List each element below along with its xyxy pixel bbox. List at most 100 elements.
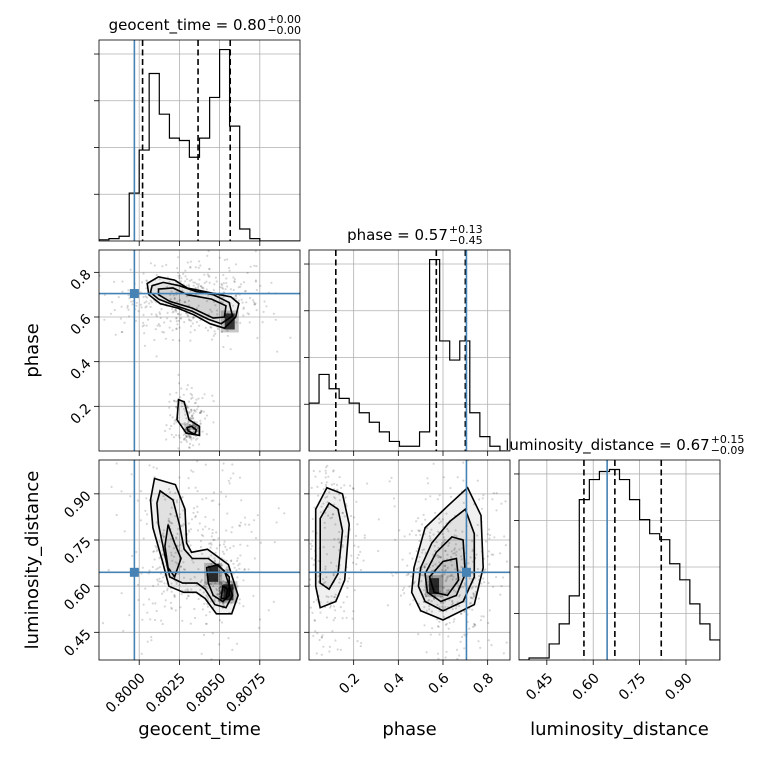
sample-dot — [155, 313, 158, 316]
sample-dot — [219, 586, 222, 589]
density-fill — [164, 524, 181, 577]
sample-dot — [425, 609, 428, 613]
sample-dot — [220, 330, 224, 333]
sample-dot — [454, 568, 457, 571]
sample-dot — [194, 401, 197, 404]
sample-dot — [483, 581, 486, 584]
sample-dot — [495, 575, 498, 579]
sample-dot — [242, 306, 245, 309]
sample-dot — [330, 595, 333, 598]
sample-dot — [437, 657, 440, 660]
sample-dot — [313, 619, 316, 622]
sample-dot — [470, 587, 473, 590]
sample-dot — [471, 548, 474, 551]
sample-dot — [174, 536, 178, 539]
sample-dot — [431, 564, 435, 568]
sample-dot — [230, 581, 234, 584]
sample-dot — [172, 294, 175, 297]
sample-dot — [444, 656, 447, 659]
sample-dot — [177, 572, 180, 575]
sample-dot — [185, 278, 189, 281]
panel-title-lower-error: −0.45 — [449, 234, 483, 247]
sample-dot — [188, 427, 191, 430]
sample-dot — [158, 311, 161, 314]
sample-dot — [205, 614, 208, 617]
sample-dot — [210, 535, 213, 538]
sample-dot — [189, 265, 192, 268]
sample-dot — [170, 551, 173, 554]
sample-dot — [225, 581, 228, 584]
sample-dot — [211, 632, 214, 635]
sample-dot — [175, 320, 178, 323]
sample-dot — [192, 444, 195, 447]
sample-dot — [451, 608, 454, 611]
sample-dot — [388, 480, 391, 483]
sample-dot — [196, 505, 199, 508]
sample-dot — [199, 422, 202, 425]
sample-dot — [148, 464, 151, 467]
sample-dot — [206, 329, 210, 332]
sample-dot — [324, 496, 327, 499]
sample-dot — [267, 609, 270, 612]
sample-dot — [109, 312, 113, 315]
sample-dot — [139, 490, 143, 493]
sample-dot — [274, 318, 277, 321]
sample-dot — [449, 486, 452, 490]
sample-dot — [225, 529, 228, 532]
sample-dot — [224, 581, 227, 584]
sample-dot — [199, 419, 202, 422]
sample-dot — [161, 622, 164, 626]
sample-dot — [216, 313, 219, 316]
sample-dot — [455, 553, 458, 557]
sample-dot — [212, 400, 215, 403]
sample-dot — [322, 578, 325, 581]
sample-dot — [218, 544, 222, 547]
sample-dot — [130, 300, 133, 303]
sample-dot — [144, 295, 147, 298]
sample-dot — [142, 295, 145, 299]
sample-dot — [187, 400, 191, 403]
sample-dot — [148, 569, 151, 572]
sample-dot — [450, 574, 453, 577]
sample-dot — [192, 417, 195, 420]
sample-dot — [488, 528, 491, 531]
sample-dot — [191, 396, 194, 399]
sample-dot — [317, 494, 320, 497]
sample-dot — [193, 409, 196, 412]
sample-dot — [424, 586, 427, 589]
sample-dot — [309, 578, 312, 581]
sample-dot — [246, 544, 249, 547]
sample-dot — [420, 580, 423, 583]
sample-dot — [312, 634, 315, 638]
sample-dot — [415, 549, 418, 553]
sample-dot — [147, 318, 150, 321]
sample-dot — [174, 405, 178, 408]
sample-dot — [451, 602, 455, 605]
sample-dot — [200, 533, 203, 537]
sample-dot — [170, 590, 173, 593]
sample-dot — [245, 301, 248, 304]
histogram-panel-geocent_time — [99, 40, 300, 241]
sample-dot — [195, 438, 198, 441]
sample-dot — [155, 609, 158, 613]
sample-dot — [223, 258, 226, 261]
sample-dot — [164, 429, 167, 433]
sample-dot — [243, 516, 247, 519]
sample-dot — [162, 590, 165, 593]
sample-dot — [503, 535, 506, 538]
sample-dot — [490, 553, 493, 556]
sample-dot — [492, 585, 495, 589]
sample-dot — [334, 497, 337, 500]
sample-dot — [194, 266, 197, 269]
sample-dot — [439, 596, 442, 599]
sample-dot — [145, 287, 148, 290]
sample-dot — [212, 334, 215, 337]
x-tick-label: 0.8075 — [223, 670, 269, 716]
sample-dot — [169, 293, 172, 297]
sample-dot — [326, 600, 329, 604]
sample-dot — [224, 495, 228, 498]
sample-dot — [184, 426, 187, 429]
sample-dot — [162, 532, 165, 535]
sample-dot — [187, 285, 191, 288]
